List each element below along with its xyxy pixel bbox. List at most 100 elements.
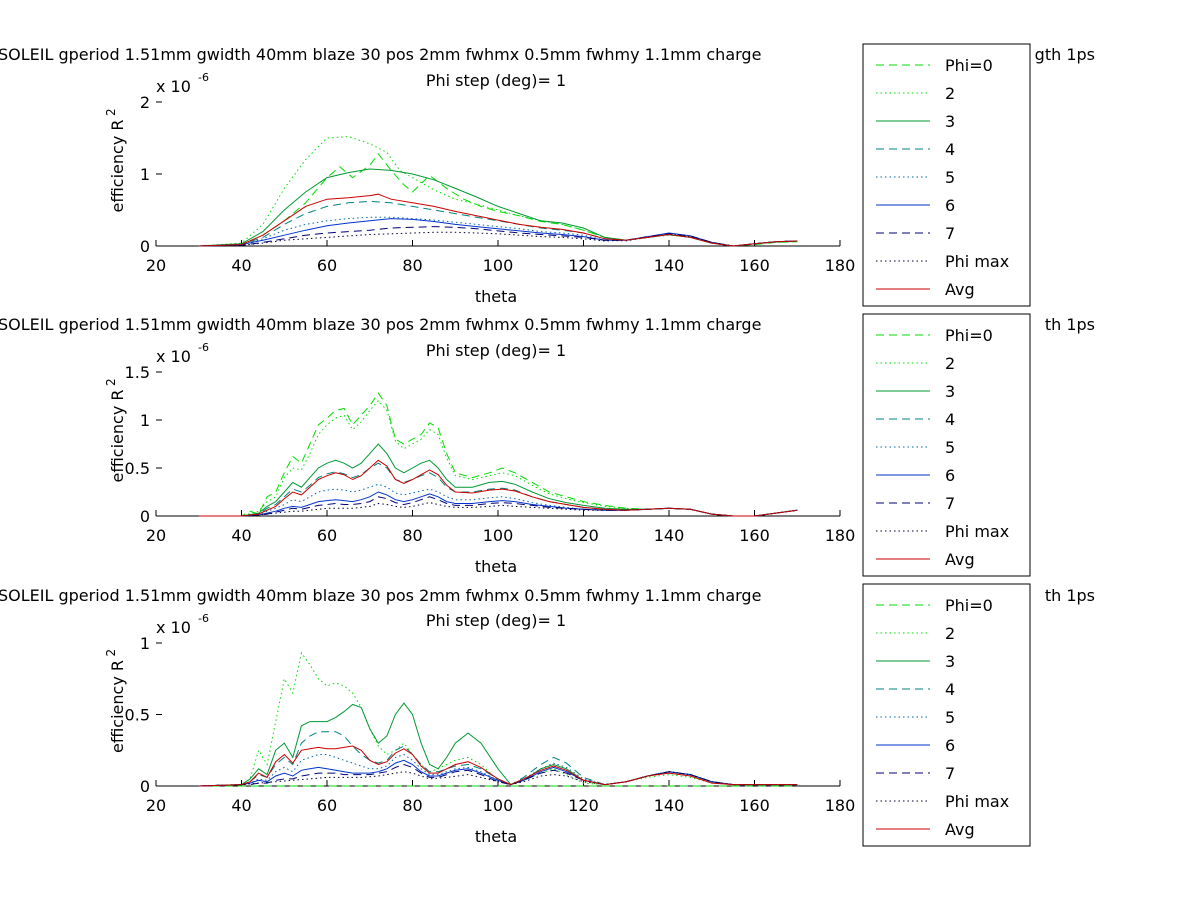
y-tick-label: 2 xyxy=(140,93,150,112)
legend-label: 5 xyxy=(945,438,955,457)
legend-label: Phi=0 xyxy=(945,326,993,345)
x-tick-label: 100 xyxy=(483,256,514,275)
x-tick-label: 100 xyxy=(483,526,514,545)
x-tick-label: 180 xyxy=(825,796,856,815)
y-axis-label-superscript: 2 xyxy=(104,378,118,386)
chart-title-tail: gth 1ps xyxy=(1035,45,1095,64)
series-line-3 xyxy=(198,702,798,787)
legend-label: Avg xyxy=(945,550,975,569)
y-tick-label: 1 xyxy=(140,165,150,184)
series-line-1 xyxy=(198,392,798,517)
x-tick-label: 140 xyxy=(654,526,685,545)
y-axis-label-group: efficiency R 2 xyxy=(104,649,127,753)
x-tick-label: 20 xyxy=(146,796,166,815)
chart-title: SOLEIL gperiod 1.51mm gwidth 40mm blaze … xyxy=(0,315,761,334)
legend: Phi=0 2 3 4 5 6 7 Phi max Avg xyxy=(862,43,1031,307)
series-line-9 xyxy=(198,745,798,787)
legend-label: 4 xyxy=(945,140,955,159)
x-tick-label: 40 xyxy=(231,796,251,815)
series-group xyxy=(198,651,798,787)
series-group xyxy=(198,136,798,247)
x-tick-label: 40 xyxy=(231,256,251,275)
legend-label: Phi=0 xyxy=(945,596,993,615)
x-tick-label: 120 xyxy=(568,526,599,545)
legend-label: Phi max xyxy=(945,792,1009,811)
x-tick-label: 20 xyxy=(146,526,166,545)
legend-label: 3 xyxy=(945,652,955,671)
y-tick-label: 0 xyxy=(140,237,150,256)
x-tick-label: 160 xyxy=(739,256,770,275)
y-axis-label-superscript: 2 xyxy=(104,649,118,657)
y-tick-label: 1.5 xyxy=(125,363,150,382)
x-tick-label: 100 xyxy=(483,796,514,815)
chart-2: SOLEIL gperiod 1.51mm gwidth 40mm blaze … xyxy=(0,313,1095,577)
chart-title: SOLEIL gperiod 1.51mm gwidth 40mm blaze … xyxy=(0,586,761,605)
x-tick-label: 40 xyxy=(231,526,251,545)
series-line-2 xyxy=(198,136,798,247)
y-tick-label: 1 xyxy=(140,411,150,430)
series-line-2 xyxy=(198,651,798,787)
legend: Phi=0 2 3 4 5 6 7 Phi max Avg xyxy=(862,313,1031,577)
y-axis-label: efficiency R xyxy=(108,660,127,753)
legend-label: 2 xyxy=(945,624,955,643)
legend-label: 5 xyxy=(945,168,955,187)
series-line-6 xyxy=(198,218,798,247)
legend-box xyxy=(862,43,1031,307)
x-tick-label: 120 xyxy=(568,256,599,275)
legend-label: 3 xyxy=(945,112,955,131)
chart-title: SOLEIL gperiod 1.51mm gwidth 40mm blaze … xyxy=(0,45,761,64)
x-tick-label: 80 xyxy=(402,796,422,815)
y-axis-label-group: efficiency R 2 xyxy=(104,108,127,212)
chart-1: SOLEIL gperiod 1.51mm gwidth 40mm blaze … xyxy=(0,43,1095,307)
y-axis-label-group: efficiency R 2 xyxy=(104,378,127,482)
legend-label: 6 xyxy=(945,196,955,215)
x-axis-label: theta xyxy=(475,287,517,306)
legend-box xyxy=(862,313,1031,577)
series-line-9 xyxy=(198,193,798,247)
x-tick-label: 160 xyxy=(739,526,770,545)
x-tick-label: 80 xyxy=(402,256,422,275)
legend-label: 2 xyxy=(945,84,955,103)
chart-3: SOLEIL gperiod 1.51mm gwidth 40mm blaze … xyxy=(0,583,1095,847)
series-line-1 xyxy=(198,152,798,247)
series-line-8 xyxy=(198,771,798,787)
legend-box xyxy=(862,583,1031,847)
chart-title-tail: th 1ps xyxy=(1045,315,1095,334)
legend-label: Avg xyxy=(945,280,975,299)
legend-label: 5 xyxy=(945,708,955,727)
x-tick-label: 140 xyxy=(654,256,685,275)
legend-label: Phi max xyxy=(945,522,1009,541)
x-tick-label: 180 xyxy=(825,526,856,545)
y-multiplier-exponent: -6 xyxy=(198,341,209,354)
legend-label: 2 xyxy=(945,354,955,373)
y-multiplier-exponent: -6 xyxy=(198,71,209,84)
x-tick-label: 60 xyxy=(317,796,337,815)
x-tick-label: 60 xyxy=(317,256,337,275)
x-axis-label: theta xyxy=(475,557,517,576)
legend-label: 7 xyxy=(945,494,955,513)
y-multiplier-exponent: -6 xyxy=(198,612,209,625)
x-tick-label: 120 xyxy=(568,796,599,815)
chart-subtitle: Phi step (deg)= 1 xyxy=(426,71,566,90)
legend-label: 6 xyxy=(945,736,955,755)
series-line-3 xyxy=(198,443,798,517)
y-multiplier: x 10 xyxy=(156,618,191,637)
legend-label: 7 xyxy=(945,224,955,243)
y-axis-label: efficiency R xyxy=(108,119,127,212)
legend-label: 7 xyxy=(945,764,955,783)
y-tick-label: 0 xyxy=(140,777,150,796)
series-line-2 xyxy=(198,400,798,517)
series-line-5 xyxy=(198,753,798,787)
series-line-4 xyxy=(198,200,798,247)
series-group xyxy=(198,392,798,517)
x-axis-label: theta xyxy=(475,827,517,846)
y-tick-label: 0.5 xyxy=(125,459,150,478)
legend-label: Phi max xyxy=(945,252,1009,271)
series-line-7 xyxy=(198,226,798,247)
legend-label: Avg xyxy=(945,820,975,839)
legend-label: 4 xyxy=(945,410,955,429)
y-tick-label: 1 xyxy=(140,634,150,653)
y-tick-label: 0.5 xyxy=(125,706,150,725)
y-multiplier: x 10 xyxy=(156,77,191,96)
